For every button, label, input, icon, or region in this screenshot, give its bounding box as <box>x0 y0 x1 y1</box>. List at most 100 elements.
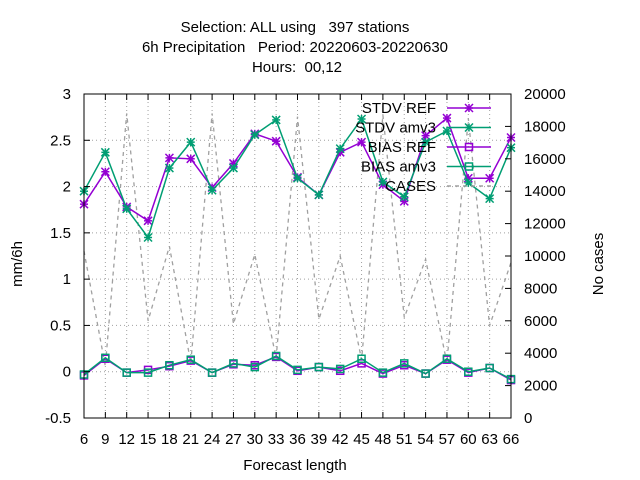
data-point-bias-amv3 <box>293 365 302 375</box>
series-stdv-amv3 <box>79 114 516 243</box>
legend-marker <box>464 122 474 133</box>
data-point-bias-amv3 <box>400 359 409 368</box>
x-tick-label: 51 <box>396 431 413 448</box>
data-point-stdv-amv3 <box>442 126 452 136</box>
data-point-bias-ref <box>357 359 366 368</box>
data-point-bias-amv3 <box>357 354 366 364</box>
data-point-bias-amv3 <box>378 368 388 377</box>
data-point-stdv-ref <box>271 136 281 146</box>
legend-label: STDV amv3 <box>355 120 436 137</box>
y-tick-label: 3 <box>63 86 71 103</box>
data-point-stdv-amv3 <box>485 194 495 204</box>
y-tick-label: 2.5 <box>50 132 71 149</box>
y2-tick-label: 8000 <box>524 280 557 297</box>
data-point-stdv-ref <box>164 153 174 163</box>
title-line-3: Hours: 00,12 <box>252 59 342 76</box>
y2-tick-label: 16000 <box>524 151 566 168</box>
data-point-stdv-amv3 <box>421 137 431 147</box>
cases-series-layer <box>83 113 512 367</box>
y2-tick-label: 14000 <box>524 183 566 200</box>
y2-tick-label: 2000 <box>524 378 557 395</box>
x-tick-label: 48 <box>375 431 392 448</box>
data-point-stdv-ref <box>100 167 110 177</box>
y2-axis-label: No cases <box>590 233 607 296</box>
x-tick-label: 57 <box>439 431 456 448</box>
data-point-stdv-amv3 <box>399 192 409 202</box>
y2-tick-label: 6000 <box>524 313 557 330</box>
data-point-bias-amv3 <box>442 354 452 364</box>
x-tick-label: 39 <box>311 431 328 448</box>
x-tick-label: 21 <box>182 431 199 448</box>
data-point-stdv-amv3 <box>207 185 217 195</box>
data-point-bias-amv3 <box>335 364 345 374</box>
axis-ticks: -0.500.511.522.5302000400060008000100001… <box>45 86 566 448</box>
data-point-stdv-amv3 <box>357 114 367 124</box>
legend-marker <box>464 103 474 113</box>
x-tick-label: 12 <box>118 431 135 448</box>
legend: STDV REF STDV amv3 BIAS REF BIAS amv3 CASES <box>355 100 491 195</box>
x-tick-label: 45 <box>353 431 370 448</box>
x-tick-label: 9 <box>101 431 109 448</box>
x-tick-label: 33 <box>268 431 285 448</box>
y2-tick-label: 0 <box>524 410 532 427</box>
title-line-2: 6h Precipitation Period: 20220603-202206… <box>142 39 448 56</box>
series-layer <box>79 113 516 385</box>
series-line-cases <box>83 113 512 367</box>
x-tick-label: 15 <box>140 431 157 448</box>
x-tick-label: 54 <box>417 431 434 448</box>
data-point-bias-amv3 <box>314 362 324 372</box>
data-point-bias-amv3 <box>143 368 153 377</box>
legend-entry-cases: CASES <box>385 178 491 195</box>
data-point-stdv-amv3 <box>228 163 238 173</box>
data-point-bias-amv3 <box>207 368 217 377</box>
data-point-stdv-amv3 <box>250 130 260 140</box>
data-point-stdv-amv3 <box>122 204 132 214</box>
x-tick-label: 6 <box>80 431 88 448</box>
data-point-stdv-amv3 <box>186 137 196 147</box>
data-point-bias-amv3 <box>122 368 131 377</box>
data-point-bias-amv3 <box>165 360 174 370</box>
data-point-bias-amv3 <box>101 353 110 363</box>
y2-tick-label: 10000 <box>524 248 566 265</box>
data-point-bias-amv3 <box>186 355 195 364</box>
y2-tick-label: 20000 <box>524 86 566 103</box>
y2-tick-label: 4000 <box>524 345 557 362</box>
x-tick-label: 18 <box>161 431 178 448</box>
data-point-stdv-ref <box>143 216 153 226</box>
data-point-bias-amv3 <box>464 367 473 376</box>
legend-marker <box>464 162 474 171</box>
data-point-stdv-ref <box>485 173 495 183</box>
x-tick-label: 30 <box>246 431 263 448</box>
x-tick-label: 42 <box>332 431 349 448</box>
y-tick-label: 1 <box>63 271 71 288</box>
data-point-stdv-amv3 <box>378 177 388 187</box>
data-point-stdv-ref <box>186 154 196 164</box>
series-cases <box>83 113 512 367</box>
data-point-stdv-amv3 <box>314 190 324 200</box>
x-tick-label: 24 <box>204 431 221 448</box>
title-line-1: Selection: ALL using 397 stations <box>181 19 410 36</box>
y-tick-label: -0.5 <box>45 410 71 427</box>
x-tick-label: 66 <box>503 431 520 448</box>
y-tick-label: 0.5 <box>50 317 71 334</box>
data-point-bias-amv3 <box>421 369 430 378</box>
x-tick-label: 27 <box>225 431 242 448</box>
y-tick-label: 0 <box>63 364 71 381</box>
data-point-stdv-amv3 <box>271 115 281 125</box>
data-point-bias-amv3 <box>250 362 260 372</box>
data-point-stdv-amv3 <box>292 173 303 183</box>
legend-entry-bias-ref: BIAS REF <box>368 139 491 156</box>
legend-label: STDV REF <box>362 100 436 117</box>
legend-entry-stdv-amv3: STDV amv3 <box>355 120 491 137</box>
data-point-stdv-ref <box>357 137 367 147</box>
chart-title: Selection: ALL using 397 stations 6h Pre… <box>142 19 448 76</box>
series-line-bias-amv3 <box>83 355 512 380</box>
x-tick-label: 63 <box>481 431 498 448</box>
y-tick-label: 1.5 <box>50 225 71 242</box>
data-point-stdv-amv3 <box>100 147 110 157</box>
data-point-bias-amv3 <box>485 363 494 373</box>
data-point-bias-amv3 <box>271 351 281 361</box>
legend-label: CASES <box>385 178 436 195</box>
